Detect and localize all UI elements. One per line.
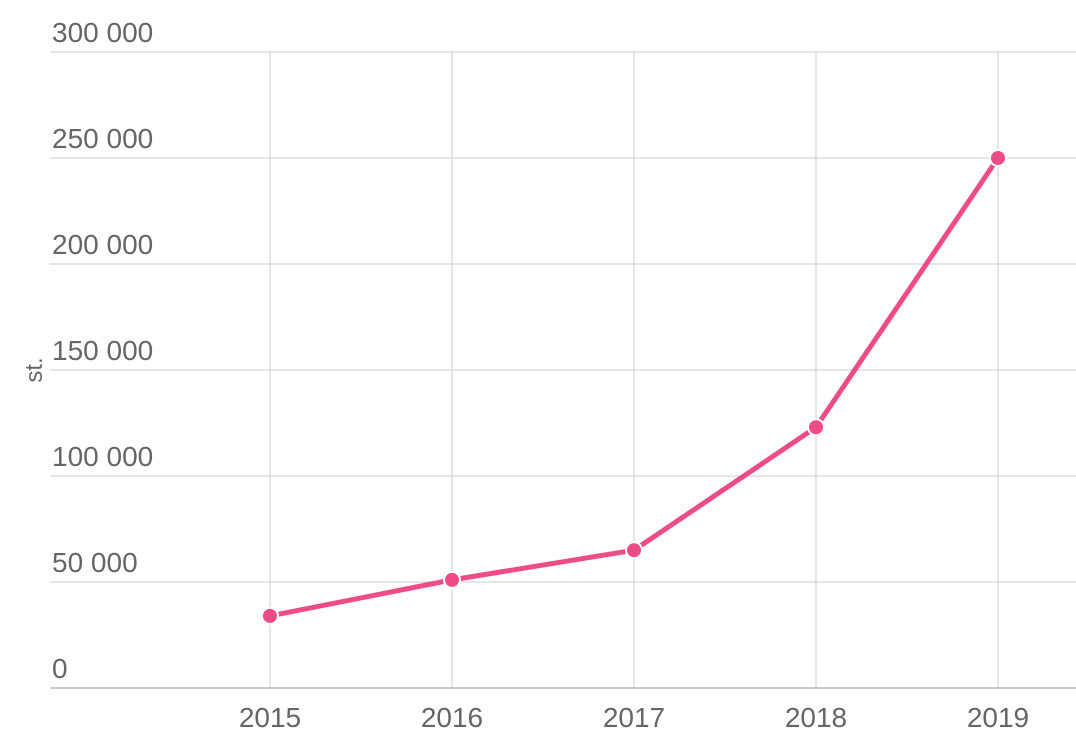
x-tick-label: 2017	[603, 702, 665, 731]
y-tick-label: 300 000	[52, 17, 153, 48]
point	[807, 418, 825, 437]
x-tick-label: 2015	[239, 702, 301, 731]
point	[989, 149, 1007, 167]
point	[261, 606, 279, 625]
x-tick-label: 2016	[421, 702, 483, 731]
point	[443, 570, 461, 589]
x-tick-label: 2018	[785, 702, 847, 731]
y-tick-label: 50 000	[52, 547, 138, 578]
y-tick-label: 0	[52, 653, 68, 684]
y-axis-label: st.	[21, 357, 48, 382]
y-tick-label: 100 000	[52, 441, 153, 472]
y-tick-label: 200 000	[52, 229, 153, 260]
y-tick-label: 250 000	[52, 123, 153, 154]
y-tick-label: 150 000	[52, 335, 153, 366]
point	[625, 541, 643, 560]
x-tick-label: 2019	[967, 702, 1029, 731]
